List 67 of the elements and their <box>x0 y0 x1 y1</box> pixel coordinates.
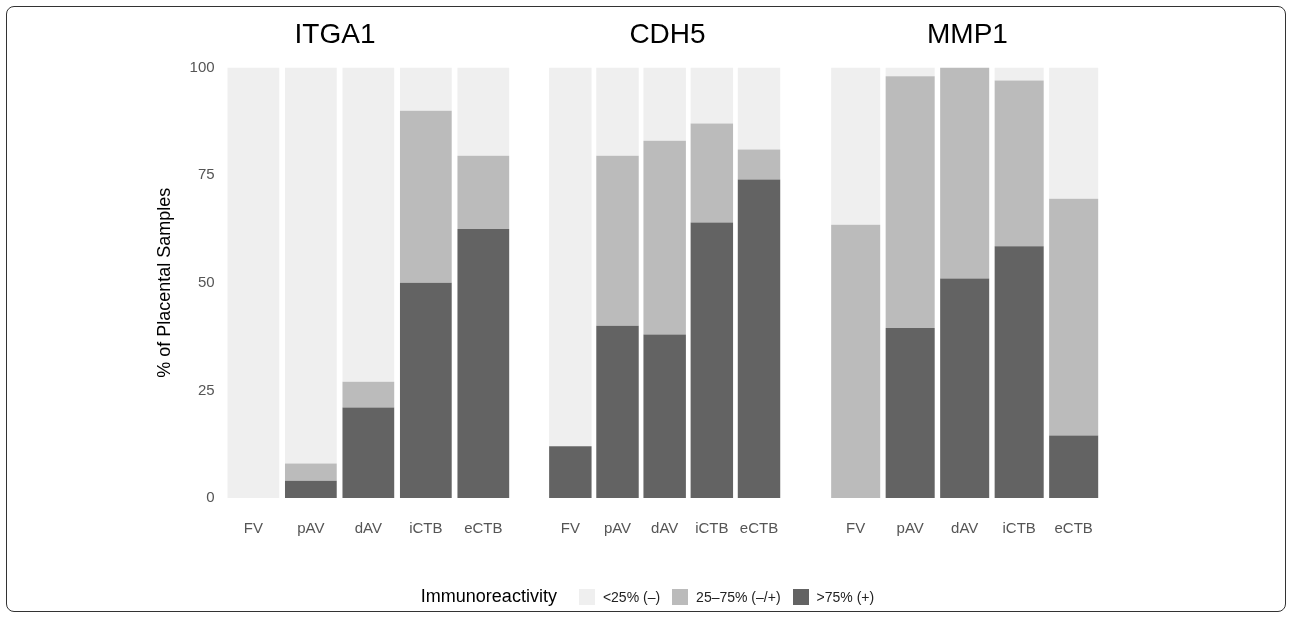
legend-label: <25% (–) <box>602 588 661 605</box>
bar <box>737 179 781 498</box>
bar <box>596 325 639 498</box>
y-tick-label: 25 <box>197 380 215 398</box>
bar <box>994 67 1044 81</box>
bar <box>457 229 510 498</box>
bar <box>342 407 395 498</box>
bar <box>940 278 990 498</box>
x-tick-label: dAV <box>354 519 382 537</box>
bar <box>885 67 935 77</box>
bar <box>457 67 510 156</box>
legend-label: >75% (+) <box>816 588 875 605</box>
bar <box>457 155 510 229</box>
x-tick-label: dAV <box>651 519 679 537</box>
y-axis-title: % of Placental Samples <box>153 187 174 378</box>
x-tick-label: eCTB <box>464 519 503 537</box>
x-tick-label: FV <box>846 519 866 537</box>
bar <box>690 123 734 223</box>
bar <box>643 334 686 498</box>
bar <box>737 67 781 150</box>
bar <box>1049 435 1099 498</box>
bar <box>994 246 1044 498</box>
bar <box>399 110 452 283</box>
x-tick-label: iCTB <box>409 519 443 537</box>
bar <box>643 67 686 141</box>
bar <box>399 282 452 498</box>
chart-title: MMP1 <box>927 17 1008 49</box>
bar <box>831 67 881 225</box>
bar <box>1049 67 1099 199</box>
bar <box>940 67 990 279</box>
x-tick-label: dAV <box>951 519 979 537</box>
bar <box>643 140 686 335</box>
chart-title: ITGA1 <box>294 17 376 49</box>
y-tick-label: 50 <box>197 272 215 290</box>
chart-title: CDH5 <box>629 17 706 49</box>
bar <box>342 381 395 408</box>
bar <box>885 76 935 328</box>
legend-label: 25–75% (–/+) <box>696 588 781 605</box>
bar <box>885 327 935 498</box>
bar <box>596 155 639 326</box>
y-tick-label: 0 <box>206 488 215 506</box>
bar <box>284 480 337 498</box>
bar <box>549 446 592 498</box>
bar <box>284 463 337 481</box>
x-tick-label: iCTB <box>695 519 729 537</box>
bar <box>596 67 639 156</box>
bar <box>399 67 452 111</box>
x-tick-label: FV <box>560 519 580 537</box>
x-tick-label: pAV <box>603 519 632 537</box>
bar <box>690 67 734 124</box>
x-tick-label: iCTB <box>1002 519 1036 537</box>
x-tick-label: eCTB <box>1054 519 1093 537</box>
bar <box>737 149 781 180</box>
bar <box>831 224 881 498</box>
bar <box>342 67 395 382</box>
y-tick-label: 75 <box>197 165 215 183</box>
bar <box>284 67 337 464</box>
x-tick-label: pAV <box>297 519 325 537</box>
bar <box>994 80 1044 247</box>
y-tick-label: 100 <box>189 57 215 75</box>
x-tick-label: FV <box>243 519 263 537</box>
bar <box>1049 198 1099 436</box>
bar <box>690 222 734 498</box>
x-tick-label: eCTB <box>739 519 779 537</box>
legend-title: Immunoreactivity <box>420 586 557 607</box>
bar <box>549 67 592 447</box>
x-tick-label: pAV <box>896 519 924 537</box>
